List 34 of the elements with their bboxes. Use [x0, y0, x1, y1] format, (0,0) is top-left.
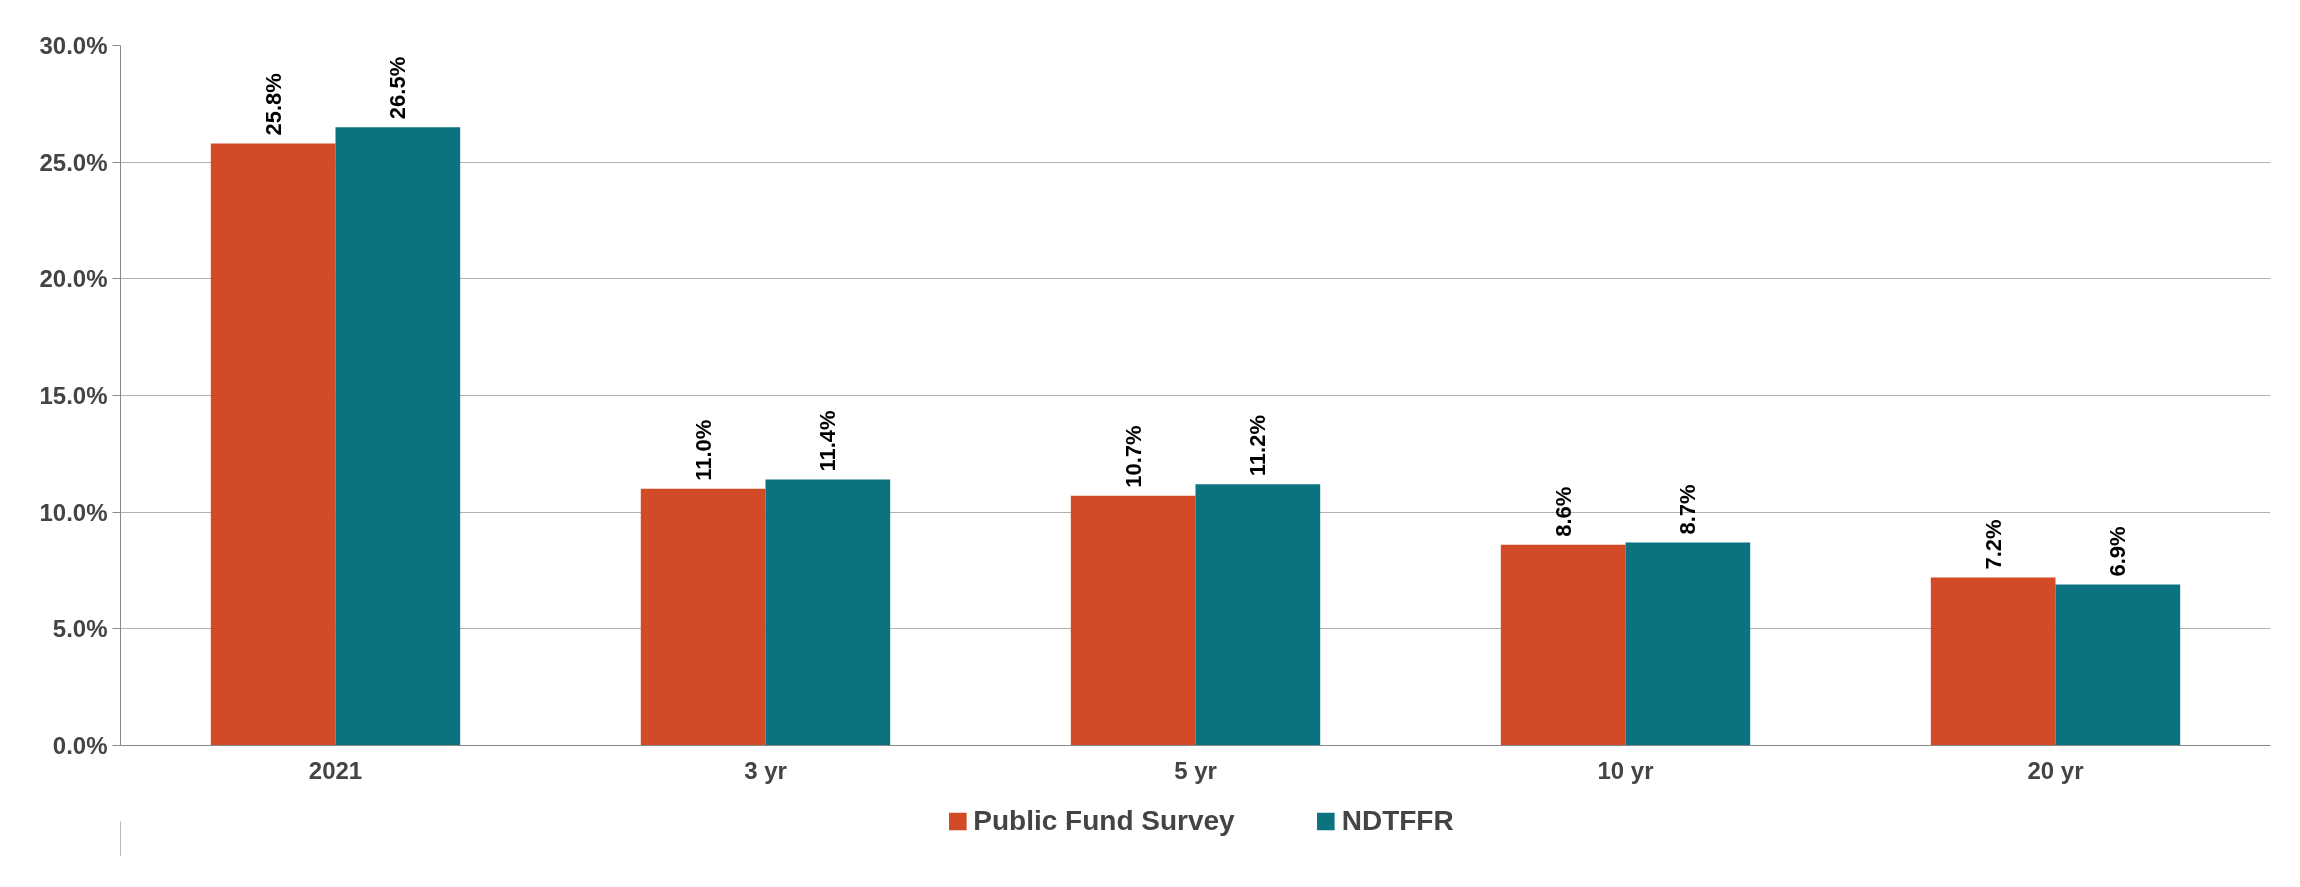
bar — [335, 127, 461, 746]
data-label: 11.0% — [690, 419, 716, 481]
x-tick-label: 10 yr — [1597, 756, 1654, 784]
data-label: 6.9% — [2105, 526, 2131, 577]
bar — [1930, 577, 2056, 746]
x-tick-label: 20 yr — [2027, 756, 2084, 784]
bar — [1070, 495, 1196, 746]
y-tick-label: 0.0% — [52, 732, 108, 759]
y-tick-label: 20.0% — [39, 265, 108, 293]
bar — [210, 143, 336, 746]
bar — [640, 488, 766, 746]
y-tick-label: 10.0% — [39, 498, 108, 526]
bar — [765, 479, 891, 746]
legend-label: Public Fund Survey — [973, 805, 1235, 837]
y-tick-label: 15.0% — [39, 382, 108, 409]
legend-label: NDTFFR — [1341, 805, 1454, 837]
x-tick-label: 2021 — [308, 756, 363, 784]
data-label: 26.5% — [385, 56, 411, 120]
bar — [1625, 542, 1751, 746]
y-tick-label: 5.0% — [52, 615, 108, 643]
data-label: 7.2% — [1980, 519, 2006, 570]
y-tick-label: 30.0% — [39, 32, 108, 59]
x-tick-label: 5 yr — [1174, 756, 1217, 784]
bar — [1500, 544, 1626, 746]
data-label: 8.7% — [1675, 484, 1701, 535]
data-label: 11.4% — [815, 410, 841, 472]
data-label: 11.2% — [1245, 414, 1271, 477]
x-tick-label: 3 yr — [744, 756, 787, 784]
data-label: 25.8% — [260, 73, 286, 136]
data-label: 8.6% — [1550, 486, 1576, 537]
data-label: 10.7% — [1120, 425, 1146, 488]
y-tick-label: 25.0% — [39, 148, 108, 176]
bar — [1195, 484, 1321, 746]
bar — [2055, 584, 2181, 746]
